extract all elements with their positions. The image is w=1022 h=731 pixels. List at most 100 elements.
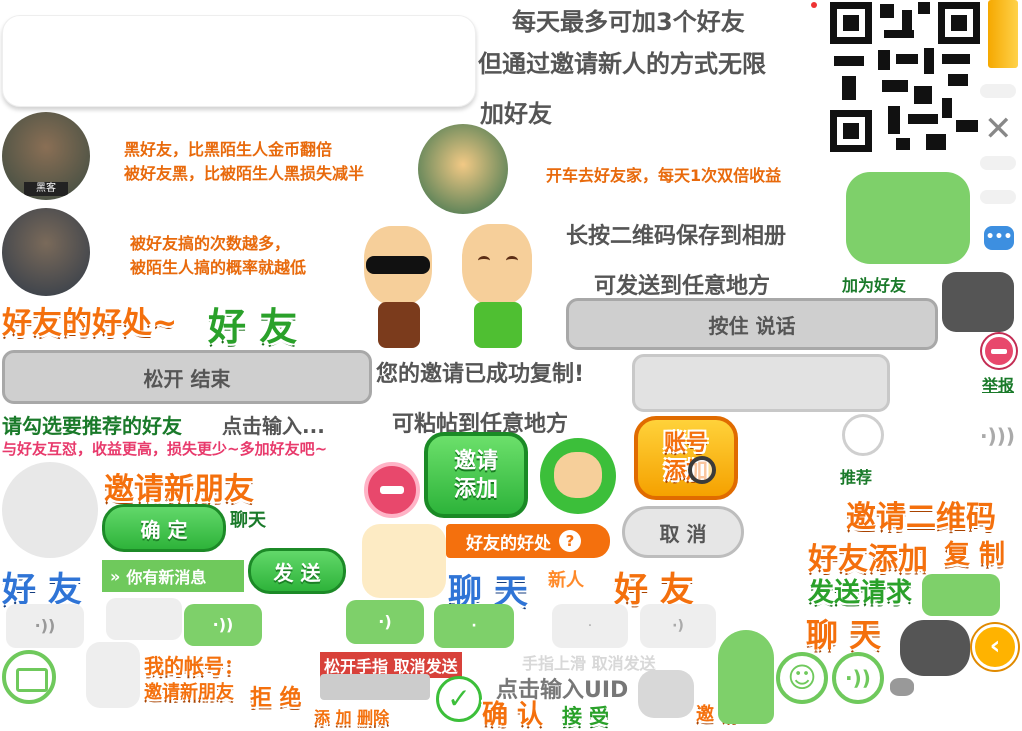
cream-bubble — [362, 524, 446, 598]
add-label: 添加 — [453, 477, 498, 502]
side-placeholder-3 — [980, 190, 1016, 204]
accept-label[interactable]: 接 受 — [562, 704, 609, 728]
add-as-friend-label[interactable]: 加为好友 — [842, 276, 907, 295]
friend-benefits-heading: 好友的好处~ — [2, 306, 178, 341]
account-add-line1: 账号 — [663, 431, 708, 456]
add-text: 添 加 — [314, 708, 352, 727]
benefit-black-1: 黑好友，比黑陌生人金币翻倍 — [124, 140, 333, 159]
dark-gray-bubble — [900, 620, 970, 676]
info-line-1: 每天最多可加3个好友 — [512, 8, 745, 36]
notify-dot — [811, 2, 817, 8]
send-button[interactable]: 发 送 — [248, 548, 346, 594]
cow-mini-icon — [890, 678, 914, 696]
cow-icon[interactable] — [540, 438, 616, 514]
gray-bubble-tall — [86, 642, 140, 708]
send-request-heading: 发送请求 — [808, 578, 913, 608]
yellow-strip — [988, 0, 1018, 68]
account-add-line2: 添加 — [663, 459, 708, 484]
friend-benefit-tag[interactable]: 好友的好处 ? — [446, 524, 610, 558]
click-uid-label[interactable]: 点击输入UID — [496, 678, 629, 703]
voice-bubble-gray-2[interactable]: · — [552, 604, 628, 648]
cancel-button[interactable]: 取 消 — [622, 506, 744, 558]
new-message-banner[interactable]: » 你有新消息 — [102, 560, 244, 592]
invite-qr-heading: 邀请二维码 — [846, 500, 996, 535]
empty-circle[interactable] — [842, 414, 884, 456]
close-icon[interactable]: ✕ — [984, 109, 1013, 149]
account-add-button[interactable]: 账号 添加 — [634, 416, 738, 500]
blank-card — [2, 15, 476, 107]
info-line-2: 但通过邀请新人的方式无限 — [478, 50, 766, 78]
click-input-text[interactable]: 点击输入... — [222, 414, 325, 438]
copied-text: 您的邀请已成功复制! — [376, 362, 585, 387]
recommend-label: 推荐 — [840, 468, 873, 487]
friend-blue-heading: 好 友 — [2, 570, 82, 610]
smile-icon[interactable]: ☺ — [776, 652, 828, 704]
report-link[interactable]: 举报 — [982, 376, 1015, 395]
minus-icon[interactable] — [982, 334, 1016, 368]
remove-button[interactable] — [364, 462, 420, 518]
gray-input-box[interactable] — [632, 354, 890, 412]
pink-tip-text: 与好友互怼，收益更高，损失更少~多加好友吧~ — [2, 440, 328, 458]
ok-button[interactable]: 确 定 — [102, 504, 226, 552]
invite-label: 邀请 — [453, 449, 498, 474]
voice-bubble-green-3[interactable]: · — [434, 604, 514, 648]
voice-bubble-gray-1[interactable]: ·)) — [6, 604, 84, 648]
chat-dots-icon[interactable]: ••• — [984, 226, 1014, 250]
side-placeholder-1 — [980, 84, 1016, 98]
avatar-hacker: 黑客 — [2, 112, 90, 200]
invite-friend-label: 邀请新朋友 — [144, 682, 234, 703]
voice-icon-gray[interactable]: ·))) — [980, 424, 1016, 448]
friend-add-heading: 好友添加 — [808, 542, 928, 577]
cow-character-happy — [448, 216, 548, 348]
question-icon: ? — [559, 530, 581, 552]
check-icon[interactable]: ✓ — [436, 676, 482, 722]
reject-label[interactable]: 拒 绝 — [250, 686, 302, 711]
voice-bubble-green-1[interactable]: ·)) — [184, 604, 262, 646]
back-arrow-icon[interactable]: ‹ — [972, 624, 1018, 670]
gray-bubble-plain — [106, 598, 182, 640]
my-account-label: 我的帐号： — [144, 654, 244, 678]
friend-orange-heading: 好 友 — [614, 570, 694, 610]
avatar-house — [418, 124, 508, 214]
delete-text: 删除 — [357, 708, 390, 727]
green-bubble-small — [922, 574, 1000, 616]
voice-bubble-green-2[interactable]: ·) — [346, 600, 424, 644]
hold-talk-button[interactable]: 按住 说话 — [566, 298, 938, 350]
confirm-big-label[interactable]: 确 认 — [482, 700, 544, 730]
keyboard-icon[interactable] — [2, 650, 56, 704]
hold-qr-text: 长按二维码保存到相册 — [566, 224, 787, 249]
benefit-drive: 开车去好友家，每天1次双倍收益 — [546, 166, 782, 185]
copy-heading[interactable]: 复 制 — [944, 540, 1006, 570]
gray-circle-large — [2, 462, 98, 558]
send-anywhere-text: 可发送到任意地方 — [594, 274, 771, 299]
benefit-prank-2: 被陌生人搞的概率就越低 — [130, 258, 307, 277]
release-end-button[interactable]: 松开 结束 — [2, 350, 372, 404]
chat-orange-heading: 聊 天 — [806, 616, 882, 654]
qr-code[interactable] — [830, 2, 980, 152]
chevron-down-icon: » — [110, 566, 121, 586]
avatar-sunglasses — [2, 208, 90, 296]
avatar-badge: 黑客 — [24, 182, 68, 196]
swipe-cancel-label: 手指上滑 取消发送 — [522, 654, 656, 673]
add-delete-label[interactable]: 添 加 删除 — [314, 704, 389, 728]
magnifier-icon — [688, 456, 716, 484]
chat-small-label: 聊天 — [230, 510, 266, 531]
cow-character-sunglasses — [352, 216, 442, 348]
dark-gray-block — [942, 272, 1014, 332]
info-line-3: 加好友 — [480, 100, 552, 128]
invite-new-heading: 邀请新朋友 — [104, 472, 254, 507]
select-recommended-text: 请勾选要推荐的好友 — [2, 414, 182, 438]
green-bubble-tall — [718, 630, 774, 724]
green-speech-bubble — [846, 172, 970, 264]
benefit-prank-1: 被好友搞的次数越多， — [130, 234, 291, 253]
voice-icon[interactable]: ·)) — [832, 652, 884, 704]
invite-button[interactable]: 邀请 添加 — [424, 432, 528, 518]
friend-benefit-tag-label: 好友的好处 — [466, 533, 551, 554]
new-person-label: 新人 — [548, 570, 584, 591]
new-message-label: 你有新消息 — [126, 568, 207, 587]
side-placeholder-2 — [980, 156, 1016, 170]
gray-rounded-square — [638, 670, 694, 718]
release-cancel-label: 松开手指 取消发送 — [320, 652, 462, 678]
voice-bubble-gray-3[interactable]: ·) — [640, 604, 716, 648]
gray-bar — [320, 674, 430, 700]
